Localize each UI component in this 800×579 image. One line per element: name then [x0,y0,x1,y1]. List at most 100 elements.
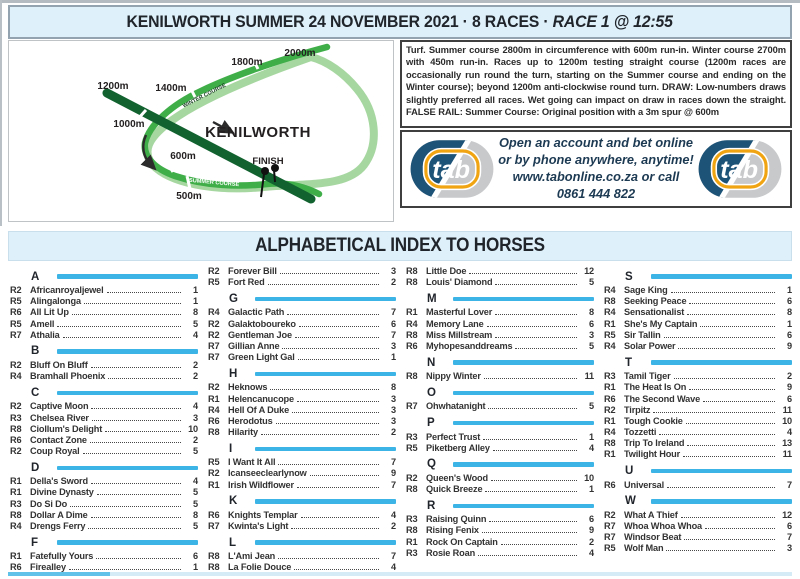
index-entry: R6 Universal 7 [604,480,792,491]
draw-number: 4 [193,329,198,340]
dot-leader [495,336,577,338]
draw-number: 3 [391,266,396,276]
dot-leader [287,314,379,316]
label-1800m: 1800m [231,57,262,68]
index-entry: R4 Galactic Path 7 [208,307,396,318]
letter-bar [453,390,594,396]
race-ref: R8 [406,329,418,340]
race-ref: R2 [10,401,22,412]
draw-number: 10 [584,472,594,483]
horse-name: Sir Tallin [624,329,661,340]
dot-leader [689,389,775,391]
draw-number: 6 [787,393,792,404]
dot-leader [666,550,775,552]
dot-leader [294,336,379,338]
index-entry: R3 Perfect Trust 1 [406,432,594,443]
horse-name: Universal [624,479,665,490]
draw-number: 3 [391,340,396,351]
horse-name: Kwinta's Light [228,521,289,531]
label-1400m: 1400m [155,83,186,94]
index-entry: R5 Alingalonga 1 [10,296,198,307]
race-ref: R5 [406,442,418,453]
horse-name: All Lit Up [30,307,69,318]
index-entry: R4 Memory Lane 6 [406,319,594,330]
dot-leader [689,303,775,305]
dot-leader [500,543,577,545]
letter-bar [255,371,396,377]
draw-number: 7 [391,307,396,318]
letter-header: D [10,461,198,474]
index-entry: R5 Piketberg Alley 4 [406,443,594,454]
letter-header: N [406,356,594,369]
horse-name: Helencanucope [228,393,294,404]
index-entry: R7 Athalia 4 [10,330,198,341]
letter-label: K [229,495,238,508]
draw-number: 6 [193,551,198,562]
index-entry: R1 Divine Dynasty 5 [10,487,198,498]
meeting-title: KENILWORTH SUMMER 24 NOVEMBER 2021 · 8 R… [127,12,673,32]
page-left-edge [0,0,2,226]
draw-number: 11 [782,449,793,460]
dot-leader [680,516,775,518]
letter-bar [255,446,396,451]
index-entry: R6 Herodotus 3 [208,416,396,427]
index-entry: R2 Captive Moon 4 [10,401,198,412]
dot-leader [91,408,181,410]
index-entry: R4 Sensationalist 8 [604,307,792,318]
draw-number: 1 [787,285,792,295]
draw-number: 6 [787,296,792,307]
index-entry: R8 Louis' Diamond 5 [406,277,594,288]
race-ref: R8 [10,509,22,520]
dot-leader [89,441,181,443]
meeting-title-race: RACE 1 @ 12:55 [553,12,674,31]
tick-500m [185,175,192,190]
index-column: S R4 Sage King 1 R8 Seeking Peace 6 R4 Sensation… [604,266,792,572]
draw-number: 7 [391,329,396,340]
horse-name: Knights Templar [228,509,298,520]
index-entry: R8 Miss Millstream 3 [406,330,594,341]
dot-leader [68,569,181,571]
index-entry: R2 Tirpitz 11 [604,405,792,416]
dot-leader [294,569,379,571]
draw-number: 6 [589,318,594,329]
letter-header: B [10,345,198,358]
letter-label: W [625,495,636,508]
dot-leader [687,314,775,316]
draw-number: 3 [391,415,396,426]
letter-label: O [427,386,436,399]
race-ref: R2 [208,318,220,329]
index-entry: R1 Fatefully Yours 6 [10,551,198,562]
index-entry: R7 Ohwhatanight 5 [406,401,594,412]
horse-name: Hell Of A Duke [228,404,290,415]
letter-header: C [10,386,198,399]
letter-label: M [427,292,437,305]
draw-number: 8 [193,307,198,318]
dot-leader [492,449,577,451]
index-entry: R8 Hilarity 2 [208,427,396,438]
horse-name: Green Light Gal [228,352,295,363]
letter-label: U [625,465,634,478]
draw-number: 1 [391,352,396,363]
horse-name: Memory Lane [426,318,484,329]
horse-name: Do Si Do [30,498,68,509]
draw-number: 6 [787,329,792,340]
letter-header: H [208,367,396,380]
index-entry: R3 Tamil Tiger 2 [604,371,792,382]
draw-number: 7 [787,479,792,490]
dot-leader [108,378,181,380]
index-entry: R4 Hell Of A Duke 3 [208,405,396,416]
label-finish: FINISH [252,156,283,167]
tab-logo-text: tab [432,156,470,184]
horse-name: Alingalonga [30,296,81,307]
draw-number: 7 [787,532,792,543]
index-entry: R2 Galaktoboureko 6 [208,319,396,330]
race-ref: R1 [208,479,220,490]
index-entry: R7 Whoa Whoa Whoa 6 [604,521,792,532]
index-entry: R8 Nippy Winter 11 [406,371,594,382]
index-entry: R7 Kwinta's Light 2 [208,521,396,532]
dot-leader [703,400,775,402]
race-ref: R3 [406,547,418,558]
horse-name: What A Thief [624,509,678,520]
index-entry: R4 Tozzetti 4 [604,427,792,438]
race-ref: R7 [208,352,220,363]
